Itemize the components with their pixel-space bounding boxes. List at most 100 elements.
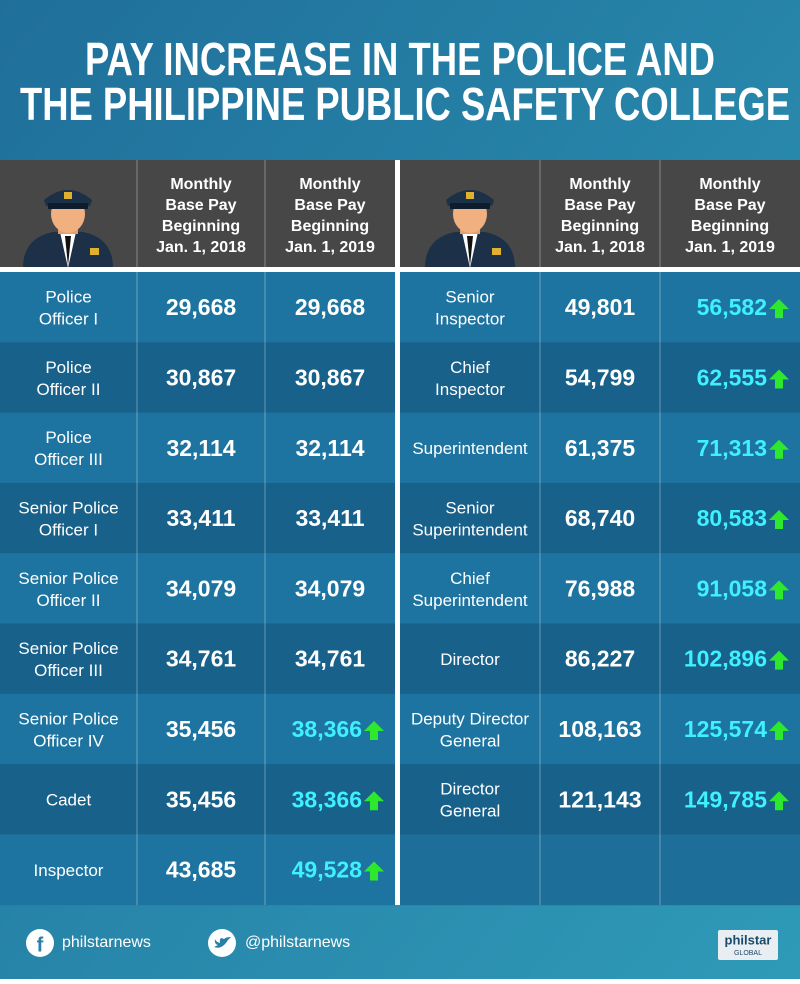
pay-2019: 34,079: [295, 575, 365, 601]
row-bg: [0, 342, 395, 414]
rank-label: Senior: [445, 499, 494, 518]
pay-2018: 108,163: [558, 716, 641, 742]
rank-label: Senior: [445, 288, 494, 307]
logo-box: [718, 930, 778, 960]
rank-label: Director: [440, 780, 500, 799]
column-header: Jan. 1, 2018: [555, 239, 645, 256]
rank-label: General: [440, 731, 500, 750]
column-header: Jan. 1, 2019: [685, 239, 775, 256]
rank-label: Officer III: [34, 450, 103, 469]
rank-label: Superintendent: [412, 591, 528, 610]
pay-2019: 80,583: [697, 505, 767, 531]
column-header: Base Pay: [294, 197, 365, 214]
row-bg: [0, 412, 395, 484]
pay-2019: 38,366: [292, 786, 362, 812]
column-header: Beginning: [691, 218, 769, 235]
column-header: Monthly: [569, 176, 630, 193]
pay-2019: 49,528: [292, 857, 363, 883]
twitter-handle: @philstarnews: [245, 934, 350, 951]
column-header: Monthly: [299, 176, 360, 193]
pay-2018: 29,668: [166, 294, 237, 320]
row-bg: [400, 412, 800, 484]
rank-label: Superintendent: [412, 439, 528, 458]
rank-label: General: [440, 802, 500, 821]
pay-2018: 121,143: [558, 786, 641, 812]
rank-label: Inspector: [34, 861, 104, 880]
rank-label: Officer III: [34, 661, 103, 680]
row-bg: [0, 693, 395, 765]
column-header: Jan. 1, 2019: [285, 239, 375, 256]
facebook-icon: [26, 929, 54, 957]
pay-2019: 32,114: [295, 435, 364, 461]
rank-label: Officer I: [39, 521, 98, 540]
row-bg: [0, 623, 395, 695]
title-line: THE PHILIPPINE PUBLIC SAFETY COLLEGE: [20, 78, 790, 130]
column-header: Beginning: [561, 218, 639, 235]
logo: philstar: [725, 932, 772, 947]
pay-2018: 86,227: [565, 646, 635, 672]
column-header: Beginning: [162, 218, 240, 235]
column-header: Base Pay: [694, 197, 765, 214]
pay-2019: 102,896: [684, 646, 767, 672]
divider: [395, 160, 400, 905]
rank-label: Police: [45, 428, 91, 447]
pay-2018: 61,375: [565, 435, 636, 461]
rank-label: Officer I: [39, 310, 98, 329]
pay-2019: 34,761: [295, 646, 366, 672]
rank-label: Senior Police: [18, 709, 118, 728]
row-bg: [400, 834, 800, 906]
row-bg: [0, 553, 395, 624]
row-bg: [0, 764, 395, 835]
rank-label: Cadet: [46, 791, 92, 810]
pay-2018: 35,456: [166, 786, 236, 812]
rank-label: Senior Police: [18, 569, 118, 588]
rank-label: Director: [440, 650, 500, 669]
pay-2018: 49,801: [565, 294, 636, 320]
logo-sub: GLOBAL: [734, 950, 762, 957]
increase-arrow: [364, 861, 384, 881]
increase-arrow: [769, 369, 789, 389]
rank-label: Officer II: [37, 380, 101, 399]
table-body: Police Officer I 29,668 29,668 Police Officer…: [0, 160, 800, 906]
row-bg: [400, 342, 800, 414]
row-bg: [400, 272, 800, 343]
increase-arrow: [364, 791, 384, 811]
rank-label: Chief: [450, 569, 490, 588]
pay-2019: 29,668: [295, 294, 366, 320]
increase-arrow: [769, 720, 789, 740]
pay-2018: 33,411: [166, 505, 235, 531]
row-bg: [400, 693, 800, 765]
pay-2018: 34,761: [166, 646, 237, 672]
pay-2018: 35,456: [166, 716, 236, 742]
increase-arrow: [769, 650, 789, 670]
row-bg: [400, 482, 800, 554]
pay-2019: 56,582: [697, 294, 767, 320]
pay-2018: 34,079: [166, 575, 236, 601]
rank-label: Police: [45, 358, 91, 377]
pay-2019: 91,058: [697, 575, 768, 601]
rank-label: Superintendent: [412, 521, 528, 540]
column-header: Monthly: [170, 176, 231, 193]
pay-2018: 43,685: [166, 857, 237, 883]
rank-label: Chief: [450, 358, 490, 377]
increase-arrow: [769, 791, 789, 811]
facebook-handle: philstarnews: [62, 934, 151, 951]
pay-2018: 30,867: [166, 365, 236, 391]
row-bg: [0, 272, 395, 343]
increase-arrow: [364, 720, 384, 740]
rank-label: Senior Police: [18, 499, 118, 518]
pay-2019: 71,313: [697, 435, 767, 461]
rank-label: Senior Police: [18, 639, 118, 658]
pay-2019: 33,411: [295, 505, 364, 531]
rank-label: Inspector: [435, 310, 505, 329]
increase-arrow: [769, 299, 789, 319]
pay-2018: 54,799: [565, 365, 635, 391]
pay-2019: 62,555: [697, 365, 768, 391]
pay-2018: 76,988: [565, 575, 636, 601]
column-header: Beginning: [291, 218, 369, 235]
increase-arrow: [769, 510, 789, 530]
row-bg: [400, 623, 800, 695]
pay-2019: 38,366: [292, 716, 362, 742]
